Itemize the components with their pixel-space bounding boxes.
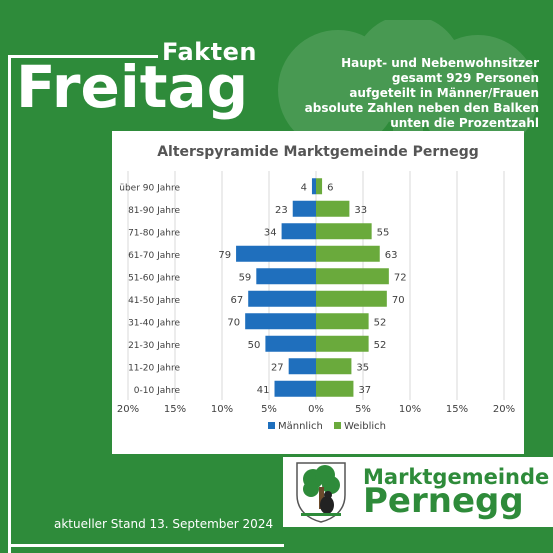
data-label-maennlich: 4 <box>301 182 307 193</box>
bar-maennlich <box>281 223 316 240</box>
chart-title: Alterspyramide Marktgemeinde Pernegg <box>157 144 479 160</box>
info-text: Haupt- und Nebenwohnsitzer gesamt 929 Pe… <box>279 56 539 131</box>
tree-watermark-icon <box>278 20 538 170</box>
chart-panel: Alterspyramide Marktgemeinde Pernegg 4 6 üb… <box>112 131 524 454</box>
bar-maennlich <box>311 178 316 195</box>
population-pyramid-chart: Alterspyramide Marktgemeinde Pernegg 4 6 üb… <box>117 144 515 432</box>
frame-line-bottom <box>8 544 284 547</box>
frame-line-left <box>8 55 11 553</box>
category-label: 11-20 Jahre <box>128 363 180 373</box>
data-label-maennlich: 50 <box>248 340 261 351</box>
category-label: über 90 Jahre <box>119 183 180 193</box>
data-label-weiblich: 35 <box>356 362 369 373</box>
bar-maennlich <box>245 313 316 330</box>
data-label-maennlich: 27 <box>271 362 284 373</box>
logo-text-marktgemeinde: Marktgemeinde <box>363 465 550 489</box>
data-label-weiblich: 63 <box>385 250 398 261</box>
data-label-weiblich: 52 <box>374 317 387 328</box>
main-title: Freitag <box>16 53 249 121</box>
logo-panel: Marktgemeinde Pernegg <box>283 457 553 527</box>
bar-maennlich <box>288 358 316 375</box>
x-tick-label: 10% <box>399 404 421 415</box>
bar-weiblich <box>316 178 323 195</box>
data-label-maennlich: 59 <box>239 272 252 283</box>
info-line: unten die Prozentzahl <box>390 116 539 130</box>
data-label-weiblich: 6 <box>327 182 333 193</box>
data-label-weiblich: 52 <box>374 340 387 351</box>
data-label-weiblich: 72 <box>394 272 407 283</box>
bar-weiblich <box>316 380 354 397</box>
bar-weiblich <box>316 313 369 330</box>
data-label-weiblich: 33 <box>354 205 367 216</box>
stand-date: aktueller Stand 13. September 2024 <box>54 517 274 531</box>
x-tick-label: 5% <box>261 404 277 415</box>
data-label-weiblich: 70 <box>392 295 405 306</box>
bar-weiblich <box>316 245 380 262</box>
info-line: absolute Zahlen neben den Balken <box>304 101 539 115</box>
bar-weiblich <box>316 335 369 352</box>
info-line: Haupt- und Nebenwohnsitzer <box>341 56 539 70</box>
kicker-title: Fakten <box>162 38 257 66</box>
category-label: 41-50 Jahre <box>128 296 180 306</box>
legend-swatch-weiblich <box>334 422 341 429</box>
data-label-maennlich: 23 <box>275 205 288 216</box>
bar-weiblich <box>316 223 372 240</box>
data-label-weiblich: 55 <box>377 227 390 238</box>
category-label: 81-90 Jahre <box>128 206 180 216</box>
bar-maennlich <box>274 380 316 397</box>
bar-weiblich <box>316 200 350 217</box>
x-tick-label: 20% <box>493 404 515 415</box>
data-label-maennlich: 34 <box>264 227 277 238</box>
x-tick-label: 10% <box>211 404 233 415</box>
bar-maennlich <box>265 335 316 352</box>
category-label: 21-30 Jahre <box>128 341 180 351</box>
data-label-maennlich: 41 <box>257 385 270 396</box>
category-label: 0-10 Jahre <box>134 386 181 396</box>
data-label-maennlich: 79 <box>218 250 231 261</box>
category-label: 71-80 Jahre <box>128 228 180 238</box>
data-label-maennlich: 67 <box>230 295 243 306</box>
frame-line-top <box>8 55 158 58</box>
bar-maennlich <box>256 268 316 285</box>
logo-text-pernegg: Pernegg <box>363 481 524 521</box>
bar-maennlich <box>292 200 316 217</box>
info-line: gesamt 929 Personen <box>391 71 539 85</box>
x-tick-label: 15% <box>164 404 186 415</box>
category-label: 51-60 Jahre <box>128 273 180 283</box>
data-label-maennlich: 70 <box>227 317 240 328</box>
bar-weiblich <box>316 268 389 285</box>
legend-label-weiblich: Weiblich <box>344 421 386 432</box>
x-tick-label: 0% <box>308 404 324 415</box>
legend-label-maennlich: Männlich <box>278 421 323 432</box>
bar-maennlich <box>236 245 316 262</box>
category-label: 61-70 Jahre <box>128 251 180 261</box>
x-tick-label: 5% <box>355 404 371 415</box>
info-line: aufgeteilt in Männer/Frauen <box>349 86 539 100</box>
data-label-weiblich: 37 <box>358 385 371 396</box>
bar-maennlich <box>248 290 316 307</box>
x-tick-label: 15% <box>446 404 468 415</box>
bar-weiblich <box>316 290 387 307</box>
x-tick-label: 20% <box>117 404 139 415</box>
bar-weiblich <box>316 358 352 375</box>
category-label: 31-40 Jahre <box>128 318 180 328</box>
legend-swatch-maennlich <box>268 422 275 429</box>
coat-of-arms-icon <box>296 462 346 523</box>
